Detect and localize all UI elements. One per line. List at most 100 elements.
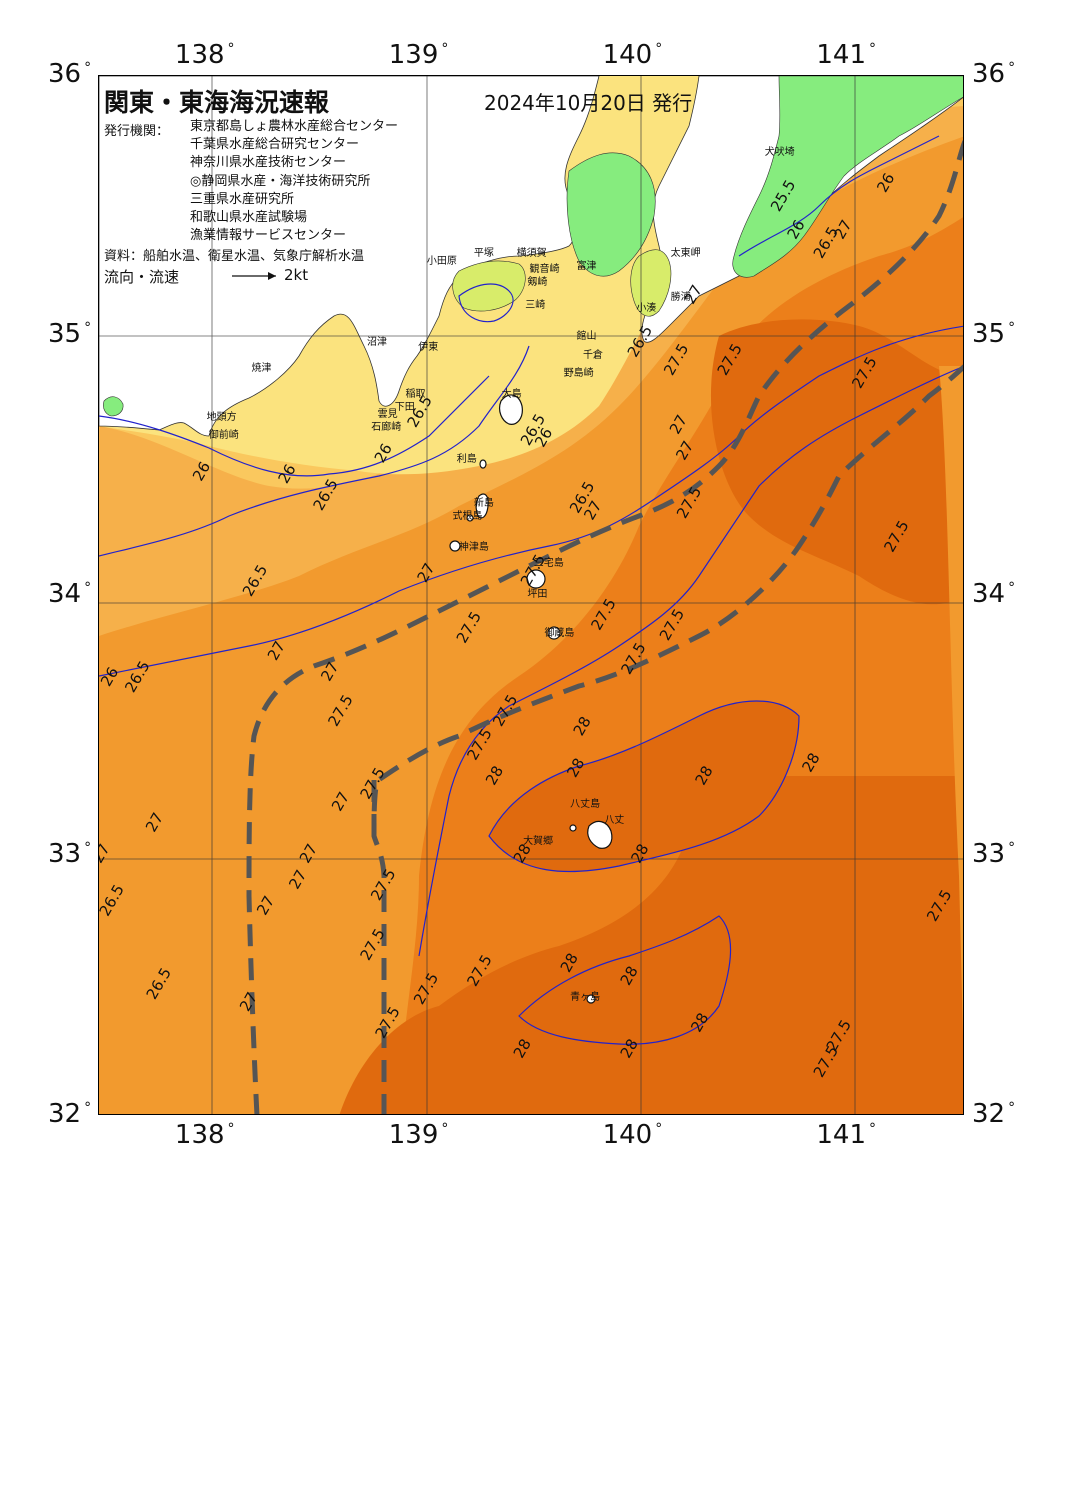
data-source: 資料：船舶水温、衛星水温、気象庁解析水温	[104, 249, 365, 264]
latitude-label-left: 34 °	[48, 579, 92, 609]
island-shikinejima	[466, 514, 474, 522]
current-axes	[246, 140, 963, 1114]
organization-item: ◎静岡県水産・海洋技術研究所	[190, 173, 371, 189]
band-28-b	[489, 701, 799, 872]
flow-legend-unit: 2kt	[284, 266, 309, 284]
place-name: 式根島	[452, 510, 483, 522]
map-canvas: 26 26.526.526.526.527272727272727272727.5…	[99, 76, 963, 1114]
place-name: 焼津	[251, 362, 272, 374]
place-name: 御前崎	[208, 430, 239, 442]
isotherm-26	[99, 375, 490, 477]
place-name: 横須賀	[516, 248, 547, 260]
latitude-label-right: 32 °	[972, 1099, 1016, 1129]
place-name: 伊東	[418, 341, 439, 353]
longitude-label-bottom: 141 °	[816, 1120, 877, 1150]
band-27-right	[939, 366, 963, 1036]
land-green-boso	[566, 152, 656, 277]
longitude-label-top: 140 °	[602, 40, 663, 70]
organization-item: 漁業情報サービスセンター	[190, 228, 347, 244]
place-name: 犬吠埼	[764, 146, 795, 158]
longitude-label-top: 138 °	[174, 40, 235, 70]
longitude-label-bottom: 138 °	[174, 1120, 235, 1150]
place-name: 小田原	[426, 256, 457, 267]
isotherm-coast-tokyo	[458, 283, 514, 323]
current-axis-offshore	[371, 364, 963, 1114]
island-niijima	[475, 493, 489, 519]
map-title: 関東・東海海況速報	[104, 88, 330, 117]
place-name: 三宅島	[533, 557, 564, 569]
island-hachijojima	[587, 820, 613, 849]
organization-item: 三重県水産研究所	[190, 191, 295, 207]
isotherm-28-a	[488, 700, 800, 873]
organization-item: 千葉県水産総合研究センター	[190, 137, 360, 153]
isotherm-27-5-a	[418, 366, 963, 957]
organization-item: 和歌山県水産試験場	[190, 210, 308, 226]
longitude-label-top: 141 °	[816, 40, 877, 70]
island-mikurajima	[547, 626, 561, 640]
sea-temperature-map: 26 26.5 26.5 26.5 26.5 27 27 27 27 27 27 27 27 27 27.5…	[98, 75, 964, 1115]
place-name: 大島	[501, 388, 522, 400]
isotherm-coast-chiba	[738, 135, 940, 257]
latitude-label-right: 36 °	[972, 59, 1016, 89]
longitude-label-top: 139 °	[388, 40, 449, 70]
place-name: 雲見	[377, 409, 398, 421]
organization-label: 発行機関：	[104, 124, 170, 139]
flow-arrow-icon	[232, 272, 276, 280]
latitude-label-right: 33 °	[972, 839, 1016, 869]
latitude-label-left: 33 °	[48, 839, 92, 869]
latitude-label-left: 35 °	[48, 319, 92, 349]
place-name: 三崎	[525, 300, 546, 312]
graticule	[99, 76, 963, 1114]
issue-date: 2024年10月20日 発行	[484, 91, 693, 115]
place-name: 観音崎	[529, 263, 560, 275]
island-miyakejima	[526, 569, 546, 589]
place-name: 館山	[576, 331, 597, 343]
place-name: 稲取	[405, 388, 426, 400]
place-name: 青ヶ島	[570, 991, 601, 1003]
place-name: 大賀郷	[523, 835, 554, 847]
isotherm-28-b	[518, 915, 732, 1045]
place-name: 下田	[394, 401, 415, 413]
place-name: 御蔵島	[544, 627, 575, 639]
island-toshima	[479, 459, 487, 469]
place-name: 剱崎	[527, 276, 548, 288]
place-name: 坪田	[527, 588, 548, 600]
place-name: 富津	[576, 261, 597, 273]
latitude-label-right: 34 °	[972, 579, 1016, 609]
island-hachijokojima	[569, 824, 577, 832]
longitude-label-bottom: 139 °	[388, 1120, 449, 1150]
land-green-ishikawa	[103, 396, 124, 417]
organization-list: 東京都島しょ農林水産総合センター 千葉県水産総合研究センター 神奈川県水産技術セ…	[190, 118, 398, 245]
organization-item: 東京都島しょ農林水産総合センター	[190, 119, 399, 134]
flow-legend-label: 流向・流速	[104, 268, 180, 286]
place-name: 小湊	[636, 302, 657, 314]
island-oshima	[498, 394, 523, 425]
current-axis-main	[246, 140, 963, 1114]
place-name: 太東岬	[670, 248, 701, 260]
latitude-label-right: 35 °	[972, 319, 1016, 349]
island-kozushima	[449, 540, 461, 552]
island-aogashima	[586, 994, 596, 1004]
band-28-c	[710, 319, 963, 605]
islands	[449, 394, 613, 1004]
place-name: 八丈島	[570, 799, 601, 811]
place-name: 千倉	[582, 349, 603, 361]
latitude-label-left: 32 °	[48, 1099, 92, 1129]
land-yellowgreen-2	[452, 260, 526, 312]
place-name: 八丈	[604, 815, 625, 826]
organization-item: 神奈川県水産技術センター	[190, 155, 347, 171]
latitude-label-left: 36 °	[48, 59, 92, 89]
place-name: 石廊崎	[371, 422, 402, 434]
band-28-a	[339, 776, 963, 1114]
place-name: 神津島	[458, 542, 489, 553]
isotherm-26-5-a	[99, 345, 530, 557]
place-name: 地頭方	[206, 412, 237, 423]
place-name: 勝浦	[670, 292, 691, 304]
place-name: 新島	[473, 497, 494, 509]
place-name: 平塚	[473, 248, 494, 260]
longitude-label-bottom: 140 °	[602, 1120, 663, 1150]
place-name: 沼津	[366, 336, 387, 348]
place-name: 利島	[456, 453, 477, 465]
place-name: 野島崎	[563, 367, 594, 379]
land-tokai	[99, 76, 600, 437]
